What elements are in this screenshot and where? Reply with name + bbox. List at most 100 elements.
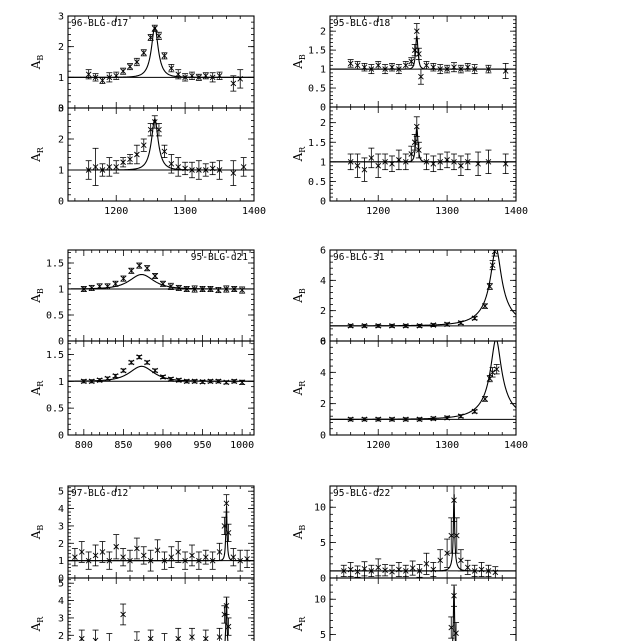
x-tick-label: 1200 (366, 206, 390, 217)
data-point (423, 552, 430, 575)
point-marker (396, 157, 402, 163)
y-axis-label: AR (29, 616, 45, 633)
point-marker (375, 323, 382, 329)
point-marker (128, 267, 135, 274)
point-marker (485, 159, 492, 165)
point-marker (207, 378, 214, 385)
point-marker (491, 250, 497, 255)
y-tick-label: 3 (58, 613, 64, 624)
data-point (437, 153, 444, 171)
point-marker (183, 286, 190, 292)
point-marker (120, 159, 126, 166)
data-point (147, 549, 154, 572)
y-tick-label: 1.5 (308, 138, 326, 149)
y-tick-label: 6 (320, 337, 326, 348)
point-marker (106, 557, 113, 564)
data-point (207, 285, 214, 293)
data-point (120, 67, 127, 75)
point-marker (464, 564, 471, 571)
point-marker (458, 162, 464, 169)
point-marker (209, 165, 216, 172)
data-point (155, 31, 162, 41)
y-tick-label: 0 (58, 197, 64, 208)
data-point (80, 285, 87, 293)
y-tick-label: 1.5 (46, 259, 64, 270)
point-marker (389, 64, 395, 71)
y-axis-label: AR (291, 380, 307, 397)
panel-title: 96-BLG-31 (333, 252, 385, 263)
y-axis-label: AR (29, 146, 45, 163)
y-tick-label: 3 (58, 521, 64, 532)
data-point (375, 416, 382, 423)
point-marker (88, 378, 95, 385)
data-point (99, 76, 106, 84)
point-marker (458, 66, 464, 72)
data-point (389, 323, 395, 329)
point-marker (223, 500, 230, 507)
point-marker (453, 630, 459, 637)
data-point (152, 272, 159, 280)
data-point (423, 61, 430, 70)
point-marker (389, 416, 395, 423)
y-axis-label: AR (29, 380, 45, 397)
point-marker (396, 66, 402, 72)
data-point (485, 149, 492, 174)
point-marker (120, 554, 126, 560)
point-marker (92, 552, 99, 559)
x-tick-label: 1300 (435, 440, 459, 451)
point-marker (168, 160, 175, 167)
panel-title: 95-BLG-d21 (191, 252, 248, 263)
data-point (191, 378, 198, 385)
data-point (140, 49, 147, 57)
data-point (347, 416, 354, 423)
point-marker (402, 568, 409, 574)
y-axis-label: AB (291, 288, 307, 304)
data-point (437, 549, 444, 572)
point-marker (382, 66, 388, 72)
point-marker (430, 566, 437, 573)
point-marker (416, 416, 423, 423)
point-marker (147, 557, 154, 564)
y-tick-label: 1.5 (46, 350, 64, 361)
data-point (120, 548, 127, 567)
x-tick-label: 850 (114, 440, 132, 451)
data-point (202, 163, 209, 177)
point-marker (223, 379, 230, 386)
data-point (161, 52, 168, 60)
point-marker (416, 568, 423, 574)
data-point (161, 551, 168, 570)
data-point (161, 144, 168, 159)
data-point (144, 359, 151, 366)
data-point (106, 72, 113, 83)
y-tick-label: 5 (320, 538, 326, 549)
data-point (120, 367, 127, 374)
data-point (182, 161, 189, 176)
data-point (395, 149, 402, 171)
point-marker (396, 566, 402, 573)
y-tick-label: 5 (58, 579, 64, 590)
point-marker (113, 72, 120, 79)
point-marker (223, 602, 230, 609)
data-point (223, 285, 230, 293)
data-point (237, 549, 244, 572)
point-marker (127, 557, 133, 564)
point-marker (94, 637, 99, 641)
data-point (168, 64, 175, 73)
data-point (389, 416, 395, 423)
data-point (375, 558, 382, 577)
point-marker (152, 367, 158, 374)
data-point (361, 62, 368, 72)
data-point (154, 539, 161, 562)
data-point (230, 548, 237, 567)
data-point (152, 367, 159, 374)
data-point (133, 537, 140, 560)
point-marker (92, 164, 99, 170)
point-marker (120, 367, 127, 374)
point-marker (389, 323, 395, 329)
data-point (475, 151, 482, 176)
point-marker (189, 167, 195, 173)
plot-frame (67, 577, 255, 641)
plot-frame (329, 485, 517, 579)
data-point (361, 561, 368, 577)
panel-5-top: 0 1 2 3 4 5 AB (29, 485, 255, 585)
